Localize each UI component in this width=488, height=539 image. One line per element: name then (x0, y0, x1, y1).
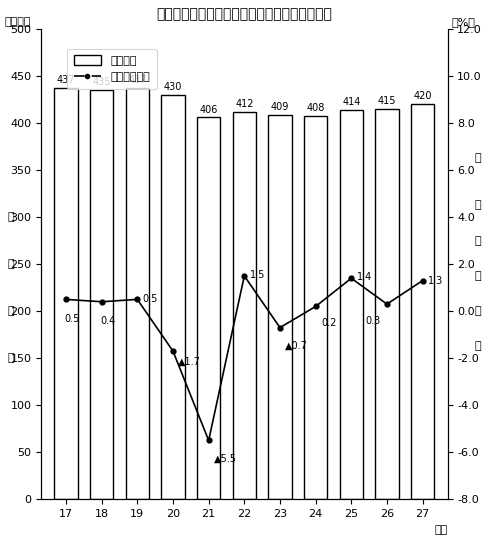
Text: 409: 409 (270, 102, 288, 112)
Text: ▲1.7: ▲1.7 (178, 357, 201, 367)
Bar (197, 118, 220, 499)
Text: ▲5.5: ▲5.5 (214, 453, 237, 464)
Text: 1.3: 1.3 (427, 276, 442, 286)
Bar (232, 112, 255, 499)
Text: 0.3: 0.3 (365, 316, 380, 326)
Bar (161, 95, 184, 499)
Text: 435: 435 (92, 78, 111, 87)
Text: （万円）: （万円） (4, 17, 31, 27)
Bar (90, 90, 113, 499)
Text: 年: 年 (474, 236, 480, 246)
Text: 0.2: 0.2 (320, 318, 336, 328)
Text: 0.5: 0.5 (64, 314, 80, 323)
Bar (304, 115, 326, 499)
Text: 1.4: 1.4 (356, 272, 371, 282)
Text: （%）: （%） (451, 17, 474, 27)
Bar (375, 109, 398, 499)
Text: 対: 対 (474, 154, 480, 163)
Bar (410, 104, 433, 499)
Text: 420: 420 (412, 92, 431, 101)
Title: （第９図）　平均給与及び対前年伸び率の推移: （第９図） 平均給与及び対前年伸び率の推移 (156, 7, 331, 21)
Text: 437: 437 (57, 75, 75, 86)
Text: 平: 平 (7, 212, 14, 222)
Text: 0.5: 0.5 (142, 294, 158, 303)
Text: 均: 均 (7, 259, 14, 269)
Legend: 平均給与, 対前年伸び率: 平均給与, 対前年伸び率 (67, 49, 156, 89)
Text: 伸: 伸 (474, 271, 480, 281)
Bar (339, 110, 362, 499)
Bar (268, 115, 291, 499)
Text: 年分: 年分 (433, 525, 447, 535)
Text: 与: 与 (7, 353, 14, 363)
Text: 415: 415 (377, 96, 395, 106)
Text: 408: 408 (306, 103, 324, 113)
Text: 412: 412 (235, 99, 253, 109)
Text: ▲0.7: ▲0.7 (285, 341, 307, 350)
Text: 率: 率 (474, 341, 480, 351)
Text: 414: 414 (342, 97, 360, 107)
Text: 0.4: 0.4 (100, 316, 115, 326)
Text: 1.5: 1.5 (249, 270, 264, 280)
Text: 給: 給 (7, 306, 14, 316)
Text: 430: 430 (163, 82, 182, 92)
Bar (125, 88, 149, 499)
Bar (54, 88, 78, 499)
Text: び: び (474, 306, 480, 316)
Text: 406: 406 (199, 105, 217, 115)
Text: 437: 437 (128, 75, 146, 86)
Text: 前: 前 (474, 201, 480, 210)
